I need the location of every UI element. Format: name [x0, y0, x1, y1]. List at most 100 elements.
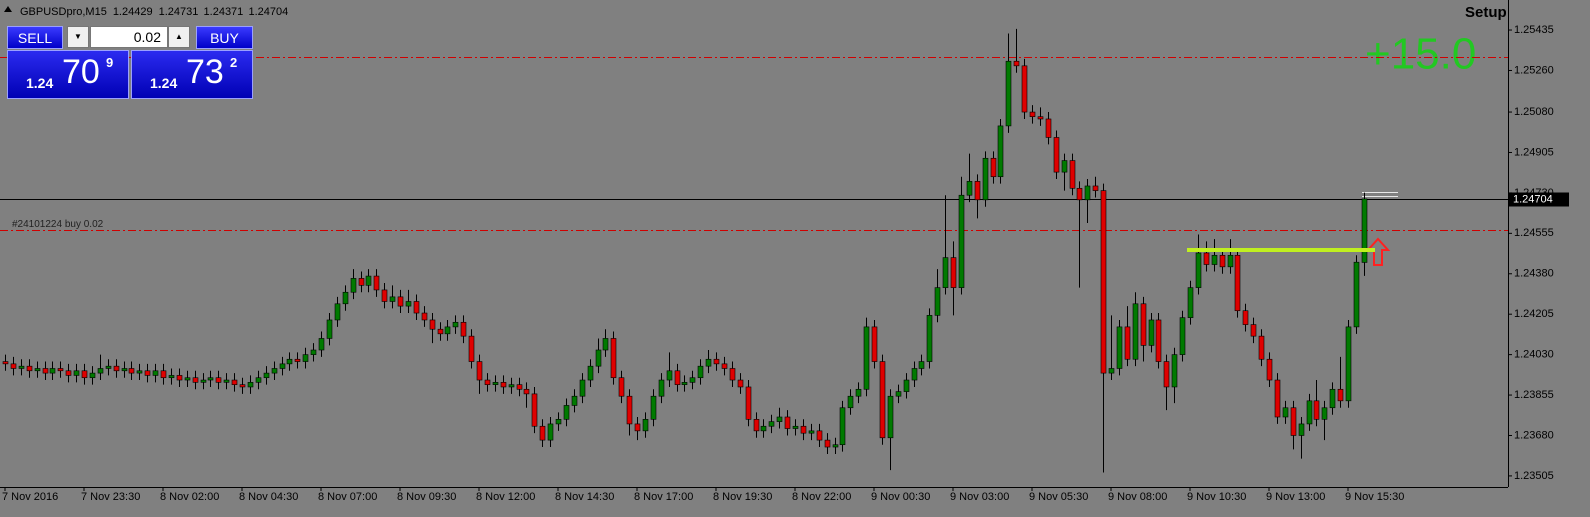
buy-price[interactable]: 1.24 73 2	[131, 50, 253, 99]
candle-body	[105, 365, 112, 369]
candle-body	[176, 375, 183, 381]
candle-body	[1203, 252, 1210, 265]
candle-body	[1108, 368, 1115, 374]
candle-body	[1313, 400, 1320, 420]
candle-body	[1045, 118, 1052, 138]
candle-body	[1092, 185, 1099, 191]
candle-body	[997, 125, 1004, 178]
candle-body	[1274, 379, 1281, 418]
candle-body	[1021, 65, 1028, 113]
sell-price-pips: 70	[62, 53, 100, 91]
candle-body	[729, 368, 736, 381]
candle-body	[452, 321, 459, 328]
candle-body	[215, 377, 222, 383]
candle-body	[168, 375, 175, 379]
candle-body	[444, 326, 451, 335]
x-tick-label: 7 Nov 23:30	[81, 491, 140, 503]
x-tick-label: 9 Nov 03:00	[950, 491, 1009, 503]
candle-body	[650, 395, 657, 420]
candle-body	[824, 439, 831, 448]
lot-up[interactable]: ▲	[168, 26, 190, 48]
candle-body	[1242, 310, 1249, 325]
candle-body	[1163, 361, 1170, 388]
candle-body	[1290, 407, 1297, 436]
candle-body	[674, 370, 681, 385]
price-label-box	[1509, 192, 1569, 207]
buy-price-pips: 73	[186, 53, 224, 91]
candle-body	[1148, 319, 1155, 346]
candle-body	[958, 194, 965, 288]
sell-button[interactable]: SELL	[7, 26, 63, 49]
candle-body	[531, 393, 538, 427]
candle-body	[500, 382, 507, 388]
y-tick-label: 1.23855	[1514, 389, 1554, 401]
candle-body	[847, 395, 854, 409]
x-tick-label: 8 Nov 04:30	[239, 491, 298, 503]
candle-body	[800, 425, 807, 434]
candle-body	[1337, 388, 1344, 402]
candle-body	[389, 296, 396, 302]
candle-body	[895, 391, 902, 397]
candle-body	[255, 377, 262, 383]
x-tick-label: 8 Nov 19:30	[713, 491, 772, 503]
candle-body	[871, 326, 878, 362]
candle-body	[990, 157, 997, 178]
candle-body	[555, 419, 562, 425]
candle-body	[286, 358, 293, 365]
profit: +15.0	[1365, 30, 1476, 79]
candle-body	[753, 419, 760, 432]
candle-body	[136, 370, 143, 374]
candle-body	[144, 370, 151, 376]
x-tick-label: 8 Nov 17:00	[634, 491, 693, 503]
candle-body	[1329, 388, 1336, 409]
sell-price-point: 9	[106, 55, 114, 70]
candle-body	[405, 301, 412, 307]
y-tick-label: 1.24380	[1514, 268, 1554, 280]
y-tick-label: 1.23505	[1514, 470, 1554, 482]
candle-body	[429, 319, 436, 330]
candle-body	[926, 315, 933, 362]
candle-body	[934, 287, 941, 316]
candle-body	[1069, 160, 1076, 189]
candle-body	[365, 275, 372, 286]
header-ohlc: 1.24371	[204, 6, 244, 18]
candle-body	[792, 425, 799, 429]
candle-body	[2, 361, 9, 365]
candle-body	[200, 379, 207, 383]
candle-body	[1116, 326, 1123, 369]
candle-body	[318, 338, 325, 351]
candle-body	[1084, 185, 1091, 201]
sell-price[interactable]: 1.24 70 9	[7, 50, 129, 99]
candle-body	[1227, 254, 1234, 268]
candle-body	[81, 370, 88, 379]
candle-body	[1132, 303, 1139, 360]
candle-body	[279, 363, 286, 369]
buy-button[interactable]: BUY	[196, 26, 253, 49]
candle-body	[334, 303, 341, 321]
candle-body	[595, 349, 602, 367]
candle-body	[808, 430, 815, 434]
candle-body	[1053, 137, 1060, 173]
y-tick-label: 1.25260	[1514, 64, 1554, 76]
candle-body	[618, 377, 625, 397]
candle-body	[1361, 198, 1368, 263]
candle-body	[192, 377, 199, 383]
buy-price-big: 1.24	[150, 75, 178, 91]
lot-size[interactable]: 0.02	[90, 26, 168, 48]
candle-body	[65, 370, 72, 376]
candle-body	[879, 361, 886, 439]
candle-body	[476, 361, 483, 381]
candle-body	[1298, 423, 1305, 436]
candle-body	[1258, 335, 1265, 360]
candle-body	[974, 181, 981, 201]
candle-body	[634, 423, 641, 432]
y-tick-label: 1.24555	[1514, 227, 1554, 239]
lot-down[interactable]: ▼	[67, 26, 89, 48]
y-tick-label: 1.24205	[1514, 308, 1554, 320]
candle-body	[918, 361, 925, 369]
candle-body	[350, 278, 357, 293]
candle-body	[626, 395, 633, 425]
candle-body	[89, 372, 96, 379]
candle-body	[26, 365, 33, 372]
